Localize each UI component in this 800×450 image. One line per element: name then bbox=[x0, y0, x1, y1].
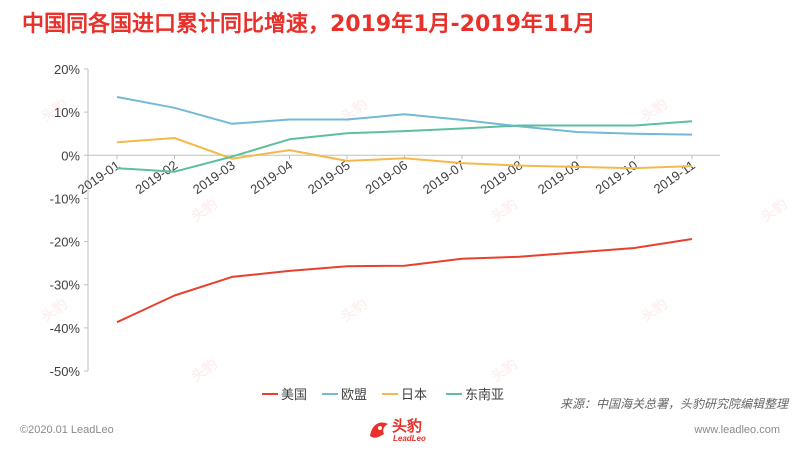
x-tick-label: 2019-10 bbox=[593, 157, 641, 197]
x-tick-label: 2019-05 bbox=[305, 157, 353, 197]
x-tick-label: 2019-09 bbox=[535, 157, 583, 197]
chart-axes: 20%10%0%-10%-20%-30%-40%-50%2019-01 2019-… bbox=[50, 62, 720, 379]
y-tick-label: 10% bbox=[54, 105, 80, 120]
chart-series bbox=[116, 96, 693, 324]
copyright-text: ©2020.01 LeadLeo bbox=[20, 424, 114, 436]
source-note: 来源：中国海关总署，头豹研究院编辑整理 bbox=[559, 397, 788, 411]
y-tick-label: -50% bbox=[50, 364, 81, 379]
website-link[interactable]: www.leadleo.com bbox=[694, 424, 780, 436]
x-tick-label: 2019-01 bbox=[75, 157, 123, 197]
leadleo-logo-icon bbox=[370, 422, 388, 438]
x-tick-label: 2019-06 bbox=[363, 157, 411, 197]
series-line-2 bbox=[116, 137, 693, 170]
logo-subtext: LeadLeo bbox=[393, 434, 426, 443]
x-tick-label: 2019-02 bbox=[133, 157, 181, 197]
y-tick-label: 0% bbox=[61, 148, 80, 163]
series-line-1 bbox=[116, 96, 693, 136]
y-tick-label: -10% bbox=[50, 191, 81, 206]
legend-label: 美国 bbox=[281, 388, 307, 403]
series-line-3 bbox=[116, 120, 693, 173]
legend-label: 日本 bbox=[401, 388, 427, 403]
series-line-0 bbox=[116, 238, 693, 324]
chart-title: 中国同各国进口累计同比增速，2019年1月-2019年11月 bbox=[22, 12, 596, 37]
y-tick-label: -30% bbox=[50, 278, 81, 293]
chart-legend: 美国 欧盟 日本 东南亚 bbox=[262, 387, 504, 403]
legend-label: 欧盟 bbox=[341, 388, 367, 403]
y-tick-label: -20% bbox=[50, 235, 81, 250]
x-tick-label: 2019-11 bbox=[651, 157, 698, 196]
x-tick-label: 2019-03 bbox=[190, 157, 238, 197]
legend-label: 东南亚 bbox=[465, 387, 504, 403]
logo-text: 头豹 bbox=[392, 417, 423, 435]
x-tick-label: 2019-04 bbox=[248, 157, 296, 197]
y-tick-label: -40% bbox=[50, 321, 81, 336]
y-tick-label: 20% bbox=[54, 62, 80, 77]
